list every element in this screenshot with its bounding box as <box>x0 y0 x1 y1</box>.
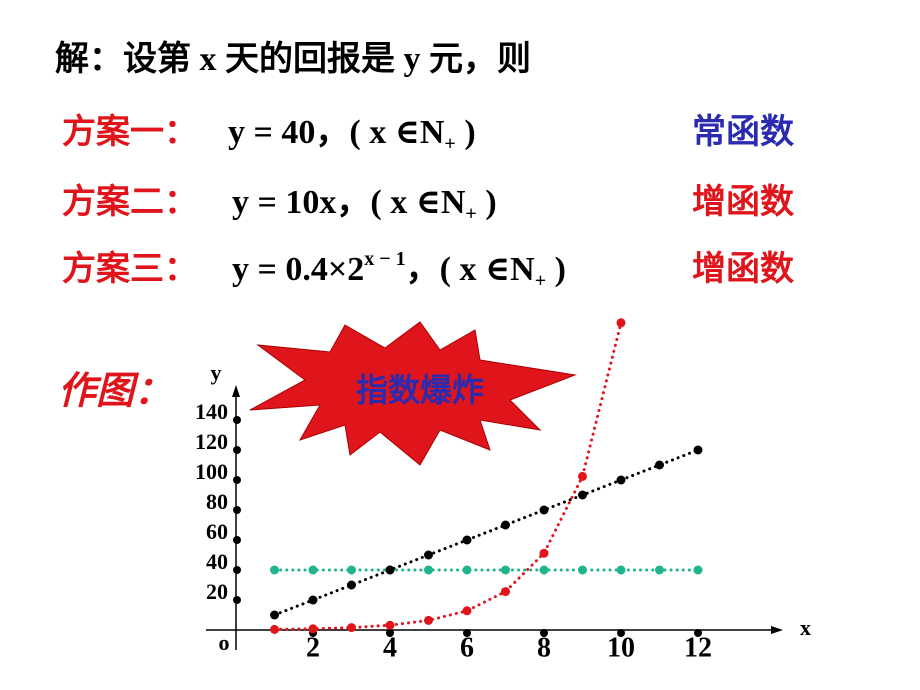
scheme-label: 方案二： <box>62 183 198 221</box>
data-point <box>347 580 356 590</box>
subscript: + <box>465 203 476 225</box>
trend-line <box>273 448 700 617</box>
scheme-label: 方案一： <box>62 113 198 151</box>
formula: y = 0.4×2x − 1，( x ∈N+ ) <box>232 248 566 292</box>
data-point <box>501 520 510 530</box>
data-point <box>616 565 626 575</box>
data-point <box>578 565 587 575</box>
data-point <box>501 565 510 575</box>
plot: x y o 2 4 6 8 10 12 20 40 60 80 100 120 140 <box>195 318 811 663</box>
x-tick <box>386 629 394 637</box>
y-axis-arrow <box>232 385 240 397</box>
data-point <box>424 615 433 625</box>
function-kind: 常函数 <box>692 113 794 151</box>
data-point <box>693 445 703 455</box>
data-point <box>270 565 279 575</box>
formula-text: y = 10x，( x ∈N <box>232 184 466 221</box>
x-tick <box>694 629 702 637</box>
data-point <box>616 318 626 328</box>
data-point <box>539 548 549 558</box>
x-tick-label: 12 <box>684 632 712 663</box>
data-point <box>462 535 472 545</box>
y-tick <box>233 416 241 424</box>
y-tick-label: 100 <box>195 459 228 484</box>
trend-line <box>273 321 623 631</box>
data-point <box>462 565 472 575</box>
data-point <box>270 610 279 620</box>
x-tick <box>540 629 548 637</box>
formula: y = 40，( x ∈N+ ) <box>228 114 476 155</box>
data-point <box>539 565 549 575</box>
data-point <box>347 623 356 633</box>
function-kind: 增函数 <box>692 183 794 221</box>
superscript: x − 1 <box>364 248 405 270</box>
formula-text: ，( x ∈N <box>406 251 535 288</box>
data-point <box>385 565 395 575</box>
x-tick-label: 4 <box>383 632 397 663</box>
x-tick-label: 2 <box>306 632 320 663</box>
starburst <box>249 321 577 466</box>
data-point <box>616 475 626 485</box>
y-tick <box>233 536 241 544</box>
data-point <box>308 565 318 575</box>
data-point <box>693 565 703 575</box>
y-tick <box>233 596 241 604</box>
formula-close: ) <box>546 251 566 288</box>
formula-base: y = 0.4×2 <box>232 251 364 288</box>
annotation: 指数爆炸 <box>356 371 484 409</box>
data-point <box>462 606 472 616</box>
x-tick <box>463 629 471 637</box>
x-axis-label: x <box>800 615 811 640</box>
formula-close: ) <box>477 184 497 221</box>
data-point <box>539 505 549 515</box>
x-tick-label: 6 <box>460 632 474 663</box>
data-point <box>655 565 664 575</box>
data-point <box>308 595 318 605</box>
x-tick <box>617 629 625 637</box>
data-point <box>347 565 356 575</box>
y-tick <box>233 476 241 484</box>
formula-text: y = 40，( x ∈N <box>228 114 445 151</box>
chart-label: 作图： <box>58 371 172 413</box>
data-point <box>270 624 279 634</box>
y-axis-label: y <box>211 360 222 385</box>
subscript: + <box>535 270 546 292</box>
y-tick-label: 40 <box>206 549 228 574</box>
x-tick-label: 8 <box>537 632 551 663</box>
x-axis-arrow <box>771 626 783 634</box>
y-tick-label: 140 <box>195 399 228 424</box>
y-tick <box>233 506 241 514</box>
y-tick <box>233 446 241 454</box>
data-point <box>424 550 433 560</box>
data-point <box>655 460 664 470</box>
data-point <box>501 587 510 597</box>
data-point <box>385 620 395 630</box>
y-tick-label: 80 <box>206 489 228 514</box>
data-point <box>308 624 318 634</box>
formula-close: ) <box>456 114 476 151</box>
subscript: + <box>444 133 455 155</box>
function-kind: 增函数 <box>692 250 794 288</box>
formula: y = 10x，( x ∈N+ ) <box>232 184 497 225</box>
data-point <box>578 490 587 500</box>
heading: 解：设第 x 天的回报是 y 元，则 <box>55 40 531 78</box>
x-tick-label: 10 <box>607 632 635 663</box>
y-tick-label: 60 <box>206 519 228 544</box>
y-tick-label: 20 <box>206 579 228 604</box>
y-tick-label: 120 <box>195 429 228 454</box>
scheme-label: 方案三： <box>62 250 198 288</box>
y-tick <box>233 566 241 574</box>
data-point <box>424 565 433 575</box>
origin-label: o <box>219 630 230 655</box>
data-point <box>578 471 587 481</box>
